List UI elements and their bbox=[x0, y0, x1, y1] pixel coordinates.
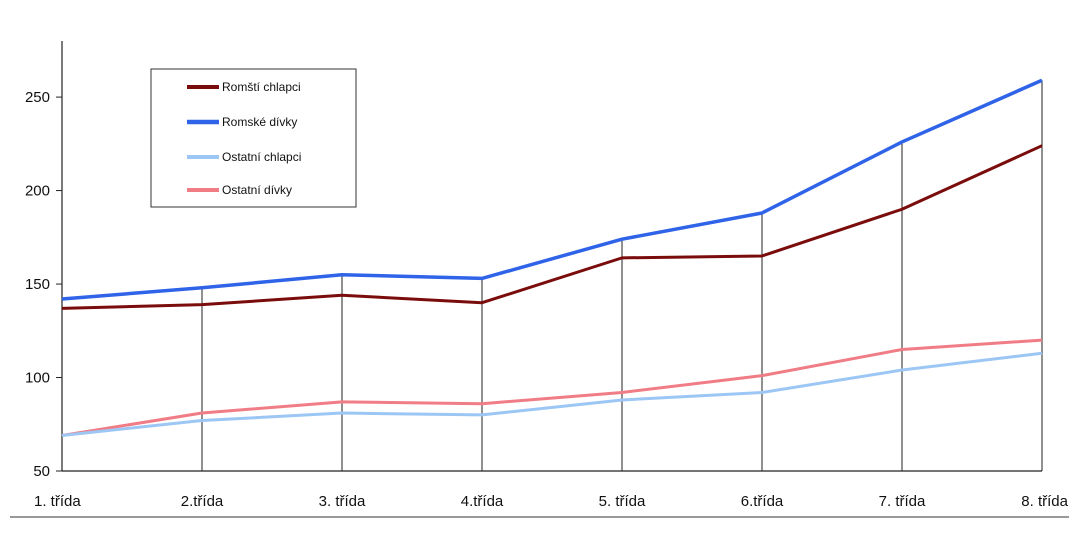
x-axis-ticks: 1. třída 2.třída 3. třída 4.třída 5. třída 6.… bbox=[34, 493, 1069, 510]
x-tick-label: 3. třída bbox=[319, 493, 366, 510]
x-tick-label: 5. třída bbox=[599, 493, 646, 510]
category-drop-lines bbox=[201, 80, 1043, 471]
series-lines bbox=[61, 78, 1043, 437]
x-tick-label: 1. třída bbox=[34, 493, 81, 510]
axes bbox=[10, 41, 1069, 518]
y-tick-label: 250 bbox=[25, 89, 50, 106]
legend-label: Romští chlapci bbox=[222, 80, 301, 94]
series-line bbox=[61, 78, 1043, 301]
series-line bbox=[61, 144, 1043, 310]
legend-label: Ostatní dívky bbox=[222, 183, 292, 197]
x-tick-label: 7. třída bbox=[879, 493, 926, 510]
x-tick-label: 6.třída bbox=[741, 493, 784, 510]
series-line bbox=[61, 338, 1043, 437]
legend-box bbox=[150, 68, 357, 208]
x-tick-label: 4.třída bbox=[461, 493, 504, 510]
series-line bbox=[61, 351, 1043, 437]
legend-label: Romské dívky bbox=[222, 115, 297, 129]
y-tick-label: 50 bbox=[33, 463, 50, 480]
legend: Romští chlapci Romské dívky Ostatní chlapc… bbox=[150, 68, 357, 208]
y-tick-label: 200 bbox=[25, 183, 50, 200]
x-tick-label: 2.třída bbox=[181, 493, 224, 510]
legend-label: Ostatní chlapci bbox=[222, 150, 301, 164]
x-tick-label: 8. třída bbox=[1021, 493, 1068, 510]
y-axis-ticks: 50 100 150 200 250 bbox=[25, 89, 62, 480]
y-tick-label: 150 bbox=[25, 276, 50, 293]
y-tick-label: 100 bbox=[25, 370, 50, 387]
